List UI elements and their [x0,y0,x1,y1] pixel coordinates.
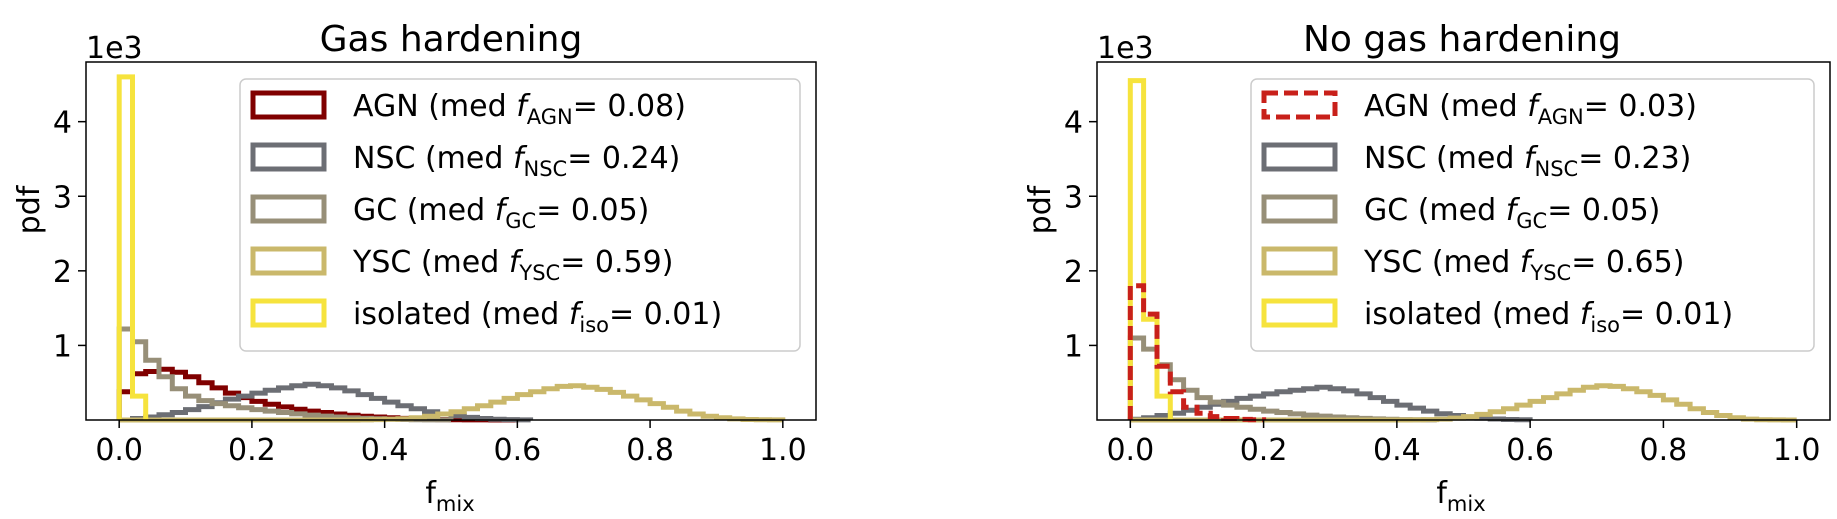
legend-label-agn: AGN (med fAGN= 0.03) [1364,89,1697,129]
x-tick-label: 0.8 [626,433,674,468]
x-tick-label: 1.0 [759,433,807,468]
y-tick-label: 3 [1064,180,1083,215]
y-scale-label: 1e3 [1097,31,1154,66]
legend-frame [1250,78,1815,352]
chart-title: No gas hardening [1303,19,1621,60]
legend-label-nsc: NSC (med fNSC= 0.24) [353,141,680,181]
legend-swatch-ysc [1261,246,1338,276]
y-ticks: 1 2 3 4 [1064,106,1097,364]
legend-label-gc: GC (med fGC= 0.05) [1364,193,1660,233]
y-tick-label: 3 [53,180,72,215]
histogram-iso [1127,78,1173,420]
legend-label-iso: isolated (med fiso= 0.01) [1364,297,1733,337]
legend-swatch-iso [250,298,327,328]
legend-frame [239,78,801,352]
y-axis-label: pdf [12,184,47,234]
legend-swatch-gc [1261,194,1338,224]
legend-label-ysc: YSC (med fYSC= 0.59) [352,245,673,285]
x-tick-label: 0.8 [1640,433,1688,468]
legend-label-ysc: YSC (med fYSC= 0.65) [1363,245,1684,285]
legend-label-gc: GC (med fGC= 0.05) [353,193,649,233]
legend-swatch-iso [1261,298,1338,328]
y-tick-label: 1 [1064,329,1083,364]
x-tick-label: 1.0 [1773,433,1821,468]
x-tick-label: 0.0 [95,433,143,468]
y-tick-label: 1 [53,329,72,364]
x-axis-label: fmix [1436,476,1485,516]
legend-swatch-nsc [1261,142,1338,172]
legend-swatch-agn [250,90,327,120]
legend-swatch-gc [250,194,327,224]
legend: AGN (med fAGN= 0.03) NSC (med fNSC= 0.23)… [1250,78,1815,352]
legend-label-agn: AGN (med fAGN= 0.08) [353,89,686,129]
legend-swatch-ysc [250,246,327,276]
panel-gas-hardening: Gas hardening 1e3 pdf fmix 0.0 0.2 0.4 0.6 0… [12,19,817,516]
histogram-nsc [119,381,534,423]
x-axis-label: fmix [425,476,474,516]
plot-frame [1096,61,1831,421]
x-tick-label: 0.2 [228,433,276,468]
legend-label-iso: isolated (med fiso= 0.01) [353,297,722,337]
plot-frame [85,61,817,421]
y-axis-label: pdf [1023,184,1058,234]
y-tick-label: 2 [53,255,72,290]
y-ticks: 1 2 3 4 [53,106,86,364]
x-tick-label: 0.2 [1240,433,1288,468]
legend-swatch-agn [1261,90,1338,120]
x-tick-label: 0.4 [361,433,409,468]
y-tick-label: 2 [1064,255,1083,290]
y-tick-label: 4 [1064,106,1083,141]
legend: AGN (med fAGN= 0.08) NSC (med fNSC= 0.24)… [239,78,801,352]
y-tick-label: 4 [53,106,72,141]
x-ticks: 0.0 0.2 0.4 0.6 0.8 1.0 [95,420,807,468]
x-ticks: 0.0 0.2 0.4 0.6 0.8 1.0 [1106,420,1821,468]
panel-no-gas-hardening: No gas hardening 1e3 pdf fmix 0.0 0.2 0.4 0… [1023,19,1831,516]
x-tick-label: 0.4 [1373,433,1421,468]
y-scale-label: 1e3 [86,31,143,66]
legend-label-nsc: NSC (med fNSC= 0.23) [1364,141,1691,181]
legend-swatch-nsc [250,142,327,172]
x-tick-label: 0.0 [1106,433,1154,468]
chart-title: Gas hardening [320,19,583,60]
histogram-iso [116,74,149,420]
x-tick-label: 0.6 [494,433,542,468]
x-tick-label: 0.6 [1506,433,1554,468]
